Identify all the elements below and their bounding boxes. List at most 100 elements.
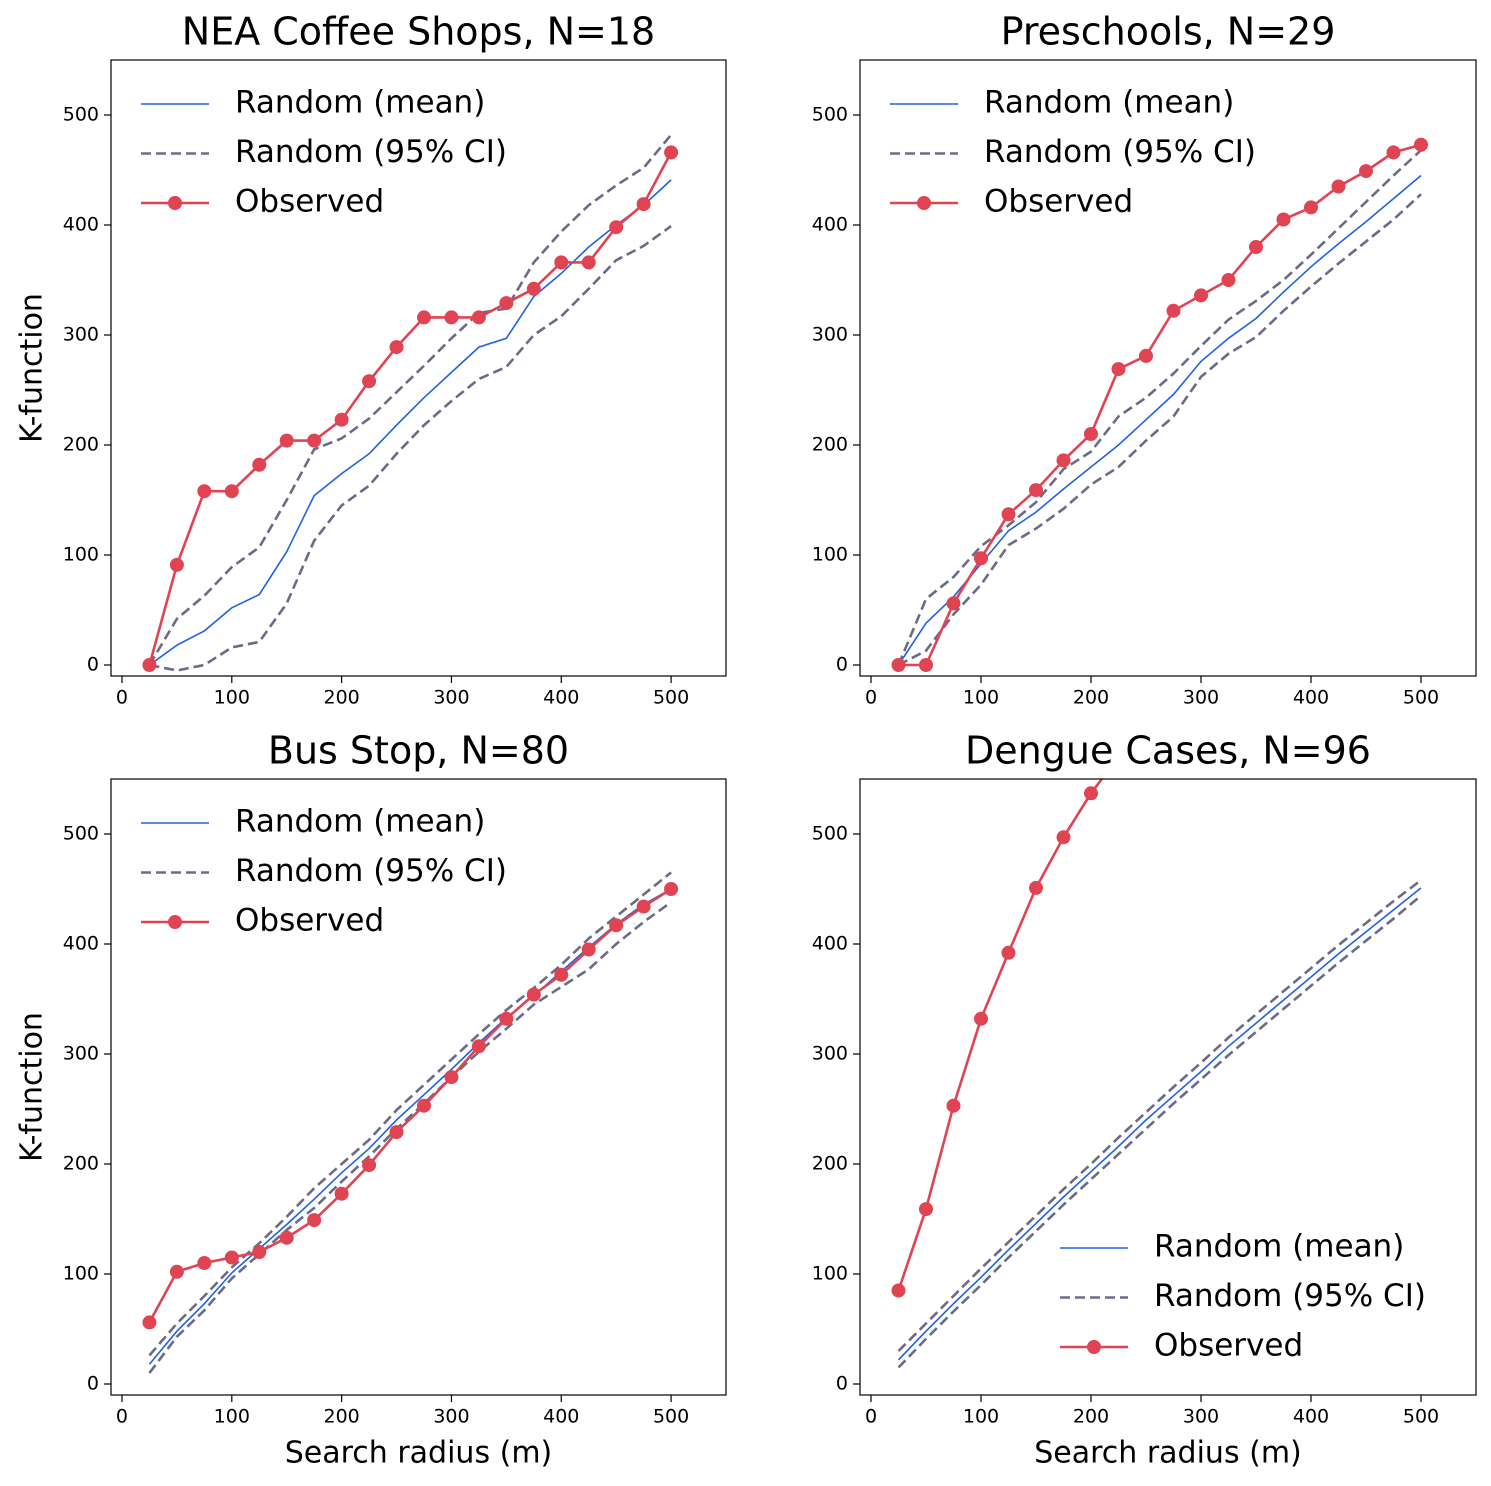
legend-marker bbox=[168, 915, 182, 929]
plot-area bbox=[891, 779, 1422, 1369]
plot-area bbox=[891, 137, 1428, 672]
marker bbox=[1056, 830, 1071, 845]
marker bbox=[919, 1202, 933, 1217]
series-line bbox=[897, 149, 1422, 666]
marker bbox=[1386, 145, 1401, 160]
x-tick-label: 100 bbox=[214, 687, 250, 709]
x-tick-label: 0 bbox=[865, 687, 877, 709]
x-tick-label: 300 bbox=[433, 1406, 469, 1428]
legend-label: Random (mean) bbox=[1154, 1229, 1404, 1265]
x-tick-label: 500 bbox=[1403, 687, 1439, 709]
y-axis-label: K-function bbox=[15, 293, 50, 443]
marker bbox=[362, 1158, 377, 1173]
marker bbox=[252, 1245, 267, 1259]
marker bbox=[362, 374, 377, 389]
x-tick-label: 200 bbox=[323, 687, 359, 709]
axes-frame bbox=[110, 59, 727, 677]
series-line bbox=[897, 174, 1422, 666]
marker bbox=[499, 296, 514, 311]
marker bbox=[526, 281, 541, 296]
marker bbox=[197, 484, 212, 499]
marker bbox=[974, 551, 988, 566]
marker bbox=[1276, 212, 1291, 227]
marker bbox=[389, 340, 404, 355]
series-line bbox=[149, 225, 672, 672]
marker bbox=[609, 918, 624, 933]
y-tick-label: 200 bbox=[812, 434, 848, 456]
subplot: 0 100 200 300 400 500 0 100 200 300 400 500 Bus Stop… bbox=[15, 729, 727, 1471]
marker bbox=[1304, 200, 1318, 215]
marker bbox=[636, 899, 651, 914]
legend-label: Random (95% CI) bbox=[1154, 1278, 1426, 1314]
x-tick-label: 100 bbox=[963, 1406, 999, 1428]
x-tick-label: 200 bbox=[1073, 687, 1109, 709]
x-tick-label: 100 bbox=[214, 1406, 250, 1428]
marker bbox=[1221, 273, 1236, 287]
y-tick-label: 200 bbox=[812, 1153, 848, 1175]
series-line bbox=[897, 193, 1422, 667]
y-tick-label: 400 bbox=[63, 933, 99, 955]
legend-label: Observed bbox=[235, 184, 384, 220]
chart-title: Preschools, N=29 bbox=[1001, 10, 1336, 54]
marker bbox=[169, 1264, 184, 1279]
x-tick-label: 300 bbox=[1183, 1406, 1219, 1428]
legend-label: Observed bbox=[235, 903, 384, 939]
subplot: 0 100 200 300 400 500 0 100 200 300 400 500 Preschoo… bbox=[812, 10, 1477, 709]
marker bbox=[416, 1098, 431, 1113]
marker bbox=[1111, 362, 1126, 377]
y-tick-label: 400 bbox=[812, 214, 848, 236]
series-line bbox=[148, 179, 672, 666]
y-tick-label: 400 bbox=[63, 214, 99, 236]
axes-frame bbox=[859, 778, 1477, 1396]
marker bbox=[1084, 786, 1098, 801]
marker bbox=[224, 484, 239, 499]
y-tick-label: 300 bbox=[63, 324, 99, 346]
y-tick-label: 300 bbox=[812, 324, 848, 346]
marker bbox=[636, 197, 651, 212]
series-line bbox=[148, 871, 672, 1357]
y-tick-label: 300 bbox=[63, 1043, 99, 1065]
legend-marker bbox=[917, 196, 931, 210]
marker bbox=[279, 1230, 294, 1245]
axes-frame bbox=[110, 778, 727, 1396]
marker bbox=[224, 1250, 239, 1265]
legend-label: Random (95% CI) bbox=[235, 853, 507, 889]
marker bbox=[1331, 179, 1346, 194]
marker bbox=[946, 596, 961, 611]
legend-label: Random (mean) bbox=[984, 85, 1234, 121]
legend-label: Random (mean) bbox=[235, 804, 485, 840]
x-tick-label: 200 bbox=[323, 1406, 359, 1428]
marker bbox=[444, 310, 459, 325]
marker bbox=[1056, 453, 1071, 468]
y-tick-label: 500 bbox=[812, 823, 848, 845]
marker bbox=[974, 1011, 988, 1026]
marker bbox=[1084, 427, 1098, 441]
marker bbox=[197, 1256, 212, 1270]
y-tick-label: 100 bbox=[63, 544, 99, 566]
x-tick-label: 200 bbox=[1073, 1406, 1109, 1428]
y-tick-label: 100 bbox=[812, 1263, 848, 1285]
x-tick-label: 500 bbox=[653, 687, 689, 709]
marker bbox=[416, 310, 431, 325]
series-line bbox=[148, 151, 673, 666]
chart-title: NEA Coffee Shops, N=18 bbox=[182, 10, 655, 54]
y-tick-label: 100 bbox=[63, 1263, 99, 1285]
y-tick-label: 0 bbox=[836, 1373, 848, 1395]
chart-title: Dengue Cases, N=96 bbox=[965, 729, 1371, 773]
marker bbox=[891, 658, 906, 672]
legend-marker bbox=[1087, 1340, 1101, 1354]
x-tick-label: 0 bbox=[116, 687, 128, 709]
plot-area bbox=[142, 871, 679, 1374]
y-tick-label: 200 bbox=[63, 434, 99, 456]
axes-frame bbox=[859, 59, 1477, 677]
series-line bbox=[897, 894, 1422, 1369]
y-tick-label: 400 bbox=[812, 933, 848, 955]
x-tick-label: 0 bbox=[116, 1406, 128, 1428]
x-tick-label: 300 bbox=[433, 687, 469, 709]
y-tick-label: 100 bbox=[812, 544, 848, 566]
marker bbox=[1029, 880, 1043, 895]
x-tick-label: 400 bbox=[1293, 1406, 1329, 1428]
y-tick-label: 500 bbox=[63, 823, 99, 845]
marker bbox=[946, 1098, 961, 1113]
